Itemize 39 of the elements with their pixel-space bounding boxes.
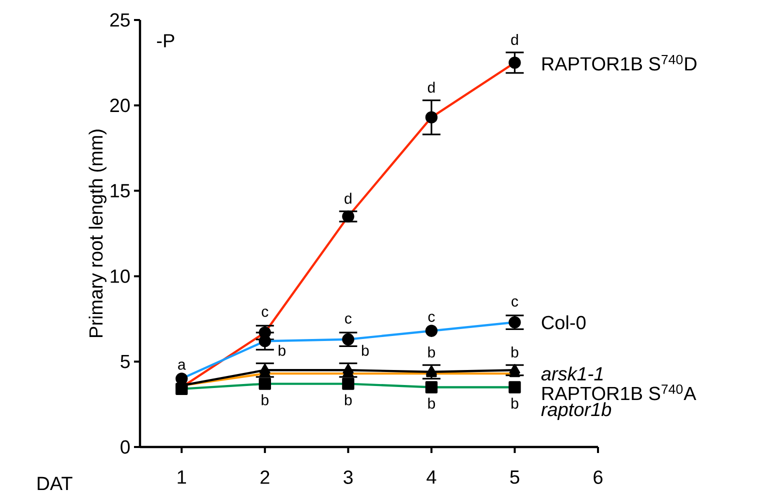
annotation: c (345, 315, 352, 324)
series-label: Col-0 (542, 315, 586, 330)
annotation: b (512, 346, 518, 358)
x-tick-label: 5 (510, 470, 520, 484)
annotation: c (262, 308, 268, 317)
series-label: raptor1b (541, 402, 612, 420)
x-tick-label: 4 (426, 470, 436, 484)
annotation: b (262, 394, 268, 406)
annotation: b (278, 344, 286, 356)
point (509, 364, 520, 374)
annotation: b (344, 394, 352, 406)
point (342, 364, 354, 374)
x-tick-label: 1 (178, 470, 186, 484)
annotation: b (362, 344, 369, 356)
y-tick-label: 5 (120, 354, 130, 368)
y-tick-label: 20 (110, 98, 130, 112)
annotation: d (344, 192, 352, 204)
annotation: a (178, 362, 186, 370)
annotation: -P (157, 34, 174, 48)
annotation: c (428, 314, 435, 322)
x-tick-label: 2 (260, 470, 270, 484)
y-tick-label: 25 (110, 13, 130, 27)
series-label: RAPTOR1B S$^{740}$D (542, 54, 696, 71)
annotation: b (428, 346, 435, 358)
y-tick-label: 10 (110, 269, 130, 283)
annotation: b (512, 398, 518, 409)
series-label: arsk1-1 (541, 366, 603, 381)
y-axis-title: Primary root length (mm) (88, 130, 106, 337)
x-tick-label: 3 (344, 470, 353, 484)
y-tick-label: 0 (120, 440, 130, 454)
series-label: RAPTOR1B S$^{740}$A (542, 384, 696, 400)
y-tick-label: 15 (110, 184, 130, 198)
x-tick-label: 6 (594, 470, 602, 484)
point (259, 364, 270, 374)
annotation: d (428, 82, 435, 93)
annotation: c (512, 298, 518, 307)
x-axis-title: DAT (38, 476, 72, 490)
annotation: b (428, 398, 435, 409)
annotation: d (511, 34, 518, 45)
